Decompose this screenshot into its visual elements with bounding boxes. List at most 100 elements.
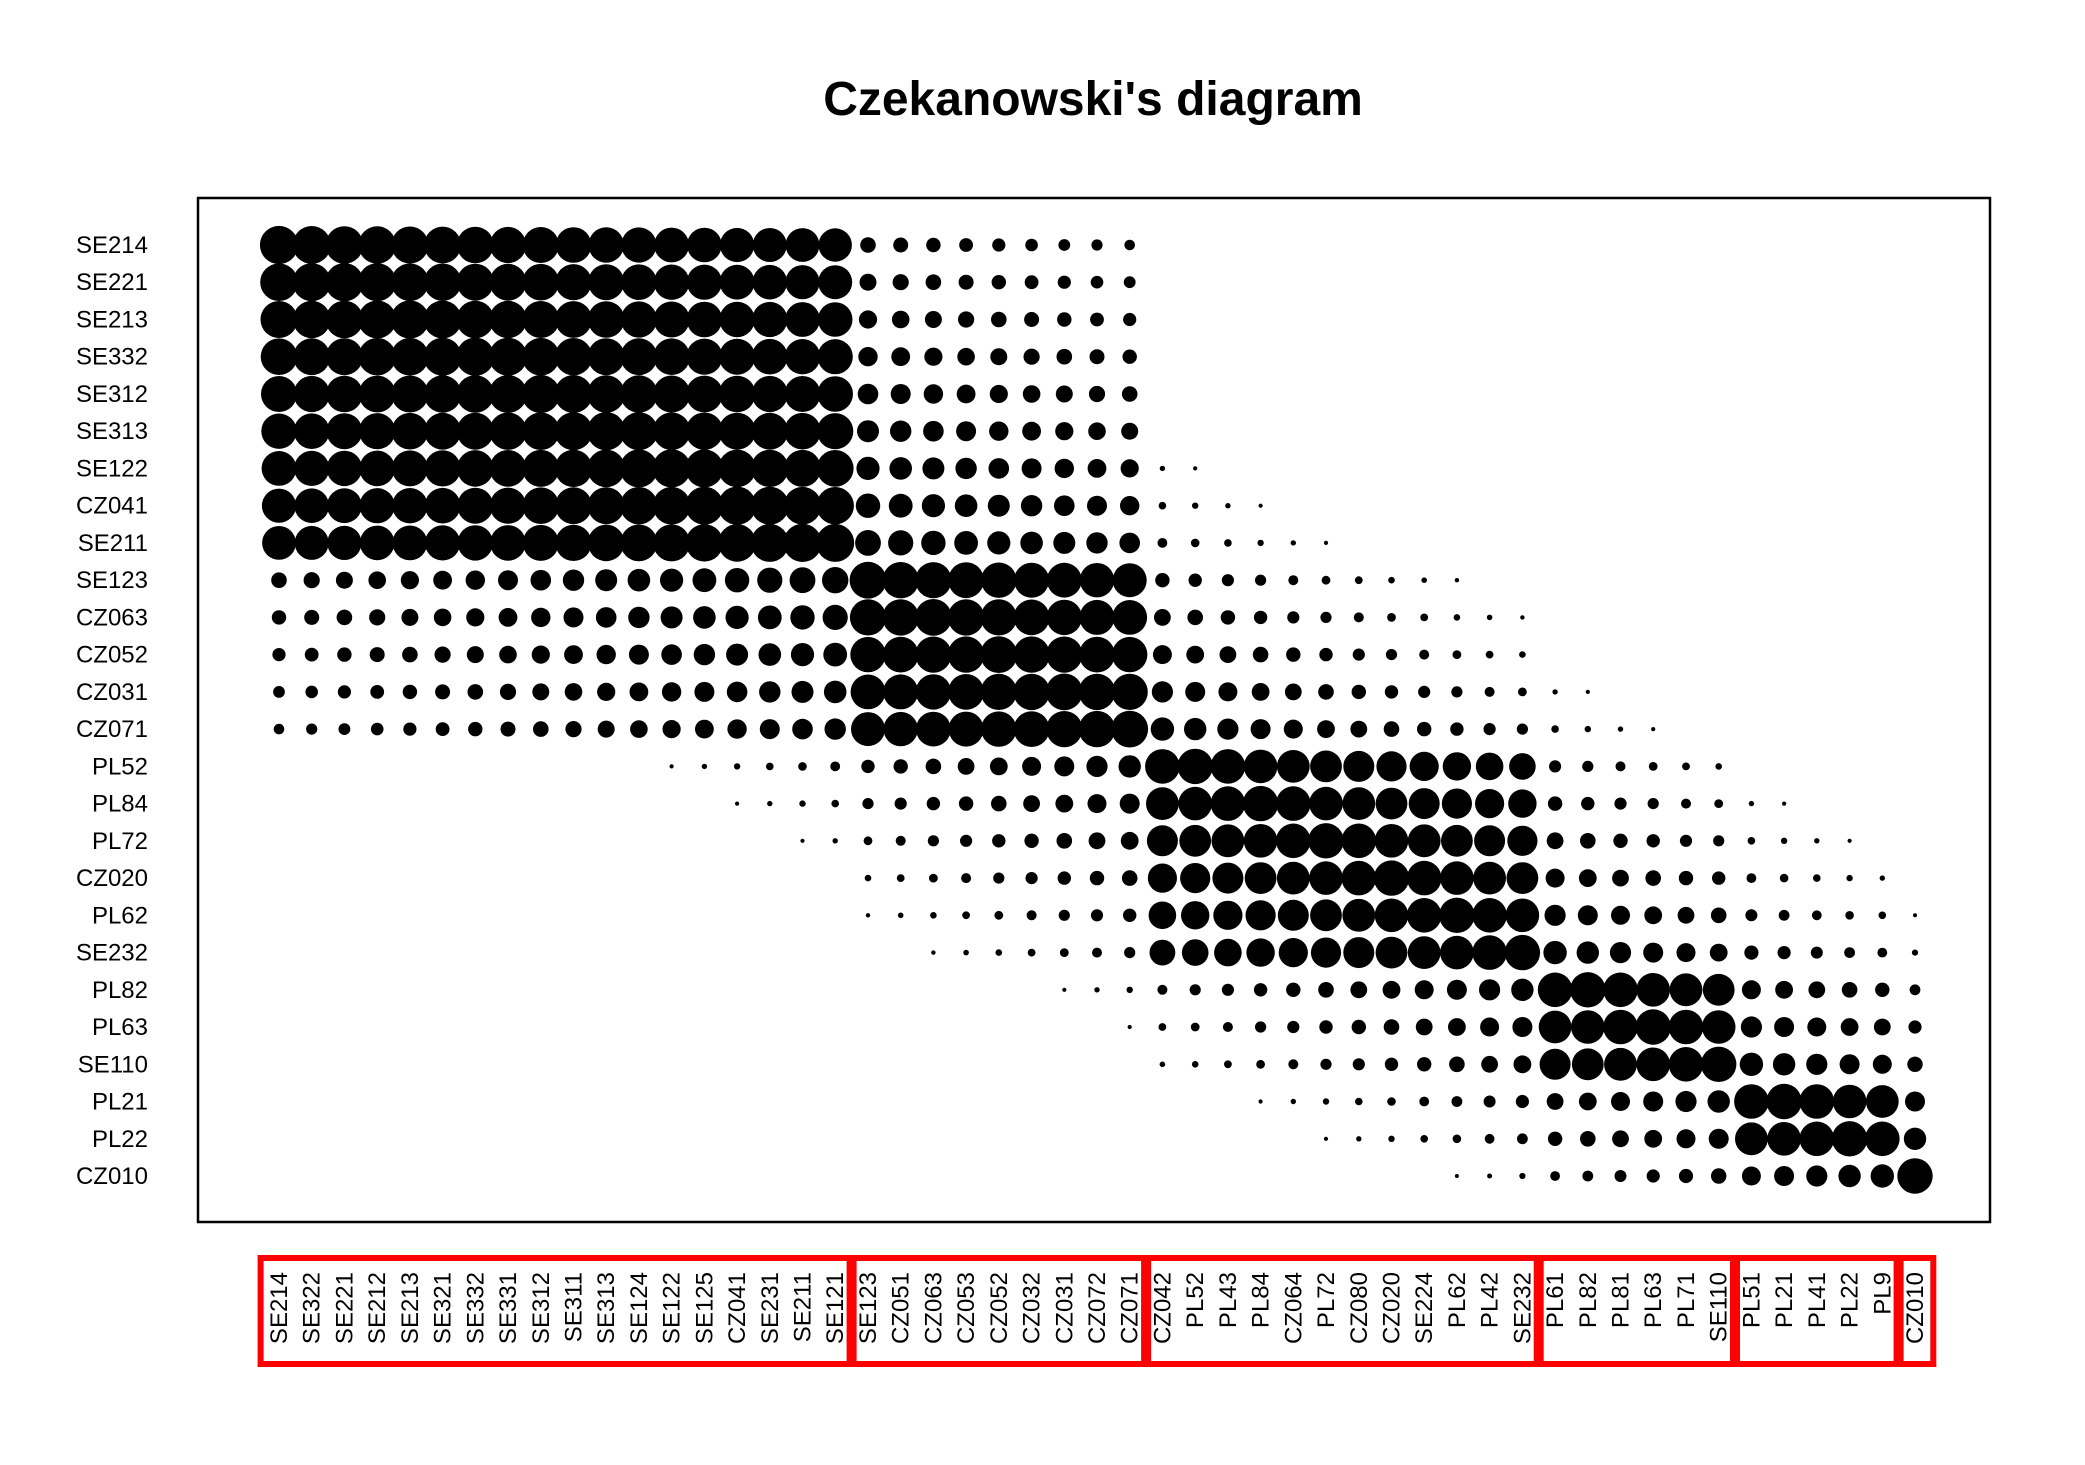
dot-CZ031-PL72 — [1318, 684, 1334, 700]
dot-CZ071-SE123 — [851, 712, 885, 747]
col-label-CZ080: CZ080 — [1346, 1272, 1373, 1344]
dot-PL72-SE110 — [1713, 835, 1725, 847]
dot-SE213-SE122 — [653, 301, 690, 338]
dot-CZ052-CZ064 — [1286, 647, 1301, 662]
dot-PL52-PL84 — [1243, 749, 1278, 784]
dot-PL62-CZ020 — [1374, 898, 1409, 933]
dot-PL72-SE123 — [863, 836, 873, 846]
dot-PL21-PL42 — [1483, 1095, 1496, 1108]
dot-CZ052-CZ072 — [1079, 636, 1115, 673]
dot-PL63-PL52 — [1190, 1022, 1200, 1032]
dot-SE211-CZ031 — [1053, 531, 1076, 554]
dot-CZ052-PL42 — [1485, 650, 1494, 659]
dot-PL72-PL51 — [1747, 837, 1756, 845]
col-label-SE122: SE122 — [659, 1272, 686, 1344]
dot-CZ031-CZ031 — [1045, 673, 1083, 711]
dot-SE122-SE311 — [554, 449, 593, 488]
dot-SE214-SE311 — [555, 227, 592, 263]
dot-PL52-CZ020 — [1376, 751, 1407, 782]
dot-PL84-CZ053 — [958, 796, 974, 811]
dot-CZ041-SE313 — [587, 487, 625, 525]
dot-SE332-SE332 — [456, 337, 495, 376]
dot-PL52-CZ064 — [1276, 750, 1310, 783]
dot-SE232-PL22 — [1844, 947, 1855, 958]
dot-CZ063-CZ052 — [980, 599, 1017, 636]
dot-SE214-SE221 — [325, 226, 364, 264]
dot-CZ063-PL42 — [1486, 614, 1493, 621]
dot-SE312-SE312 — [521, 374, 560, 414]
dot-SE211-SE122 — [653, 524, 691, 562]
dot-CZ052-SE313 — [596, 644, 616, 665]
dot-PL84-SE110 — [1714, 799, 1724, 808]
col-label-SE322: SE322 — [299, 1272, 326, 1344]
dot-SE110-PL63 — [1636, 1047, 1670, 1082]
column-labels: SE214 SE322 SE221 SE212 SE213 SE321 SE332 SE331… — [266, 1272, 1929, 1344]
dot-PL52-SE122 — [669, 764, 674, 769]
dot-PL62-CZ032 — [1026, 910, 1037, 921]
dot-SE221-CZ071 — [1123, 276, 1136, 289]
dot-SE221-SE211 — [785, 265, 820, 300]
dot-PL21-PL63 — [1643, 1091, 1664, 1112]
col-label-PL82: PL82 — [1575, 1272, 1602, 1328]
dot-CZ041-CZ052 — [987, 494, 1010, 517]
dot-SE312-SE322 — [293, 375, 330, 413]
dot-SE211-SE213 — [392, 525, 428, 561]
dot-SE122-CZ072 — [1087, 459, 1107, 478]
dot-SE313-SE214 — [261, 413, 297, 449]
dot-SE123-SE212 — [368, 571, 387, 589]
dot-PL52-CZ072 — [1086, 755, 1108, 778]
dot-PL63-PL71 — [1668, 1009, 1704, 1045]
dot-CZ031-SE121 — [823, 680, 847, 704]
col-label-CZ064: CZ064 — [1280, 1272, 1307, 1344]
dot-CZ071-SE312 — [533, 721, 549, 737]
dot-PL82-PL51 — [1741, 980, 1761, 1000]
dot-CZ071-SE232 — [1516, 723, 1528, 735]
dot-PL52-CZ042 — [1145, 749, 1180, 784]
dot-PL62-PL84 — [1245, 900, 1276, 931]
dot-CZ052-CZ020 — [1385, 649, 1398, 661]
dot-PL63-CZ020 — [1383, 1019, 1400, 1035]
dot-PL62-PL21 — [1778, 909, 1790, 921]
dot-PL62-SE123 — [865, 913, 871, 918]
dot-CZ031-SE221 — [337, 685, 351, 699]
dot-SE221-SE123 — [859, 273, 877, 291]
dot-SE213-SE332 — [456, 300, 495, 339]
col-label-PL72: PL72 — [1313, 1272, 1340, 1328]
dot-SE214-CZ072 — [1091, 239, 1103, 251]
dot-PL21-PL82 — [1578, 1092, 1597, 1111]
dot-CZ052-CZ051 — [882, 636, 919, 673]
col-label-CZ063: CZ063 — [920, 1272, 947, 1344]
dot-SE122-SE123 — [856, 456, 880, 480]
dot-PL82-CZ020 — [1382, 980, 1401, 999]
dot-SE221-SE321 — [423, 263, 462, 301]
dot-CZ071-SE313 — [597, 720, 615, 738]
dot-CZ031-SE124 — [629, 682, 649, 702]
dot-SE110-PL22 — [1839, 1054, 1860, 1075]
dot-SE332-SE124 — [620, 338, 658, 376]
dot-SE110-PL52 — [1191, 1061, 1199, 1068]
dot-PL52-PL72 — [1310, 750, 1342, 783]
dot-PL62-CZ052 — [994, 910, 1004, 920]
dot-PL52-SE123 — [861, 759, 875, 774]
dot-PL21-PL22 — [1832, 1084, 1867, 1119]
row-label-PL63: PL63 — [92, 1014, 148, 1041]
dot-PL62-SE232 — [1505, 898, 1540, 933]
dot-PL62-PL52 — [1181, 901, 1210, 930]
dot-SE211-CZ051 — [888, 530, 914, 556]
dot-SE122-SE214 — [261, 451, 297, 486]
dot-SE232-SE224 — [1407, 936, 1441, 969]
dot-SE214-SE321 — [424, 226, 461, 264]
dot-SE213-SE125 — [686, 301, 723, 338]
dot-PL52-SE110 — [1715, 763, 1722, 770]
dot-SE312-CZ032 — [1022, 385, 1041, 403]
dot-SE211-PL43 — [1224, 539, 1232, 547]
dot-SE332-SE311 — [554, 338, 593, 376]
dot-SE214-SE213 — [391, 226, 429, 264]
dot-SE232-CZ080 — [1343, 937, 1375, 969]
dot-SE312-SE311 — [554, 375, 593, 413]
dot-SE211-SE221 — [327, 525, 362, 561]
dot-PL22-PL62 — [1452, 1134, 1462, 1144]
dot-SE232-CZ053 — [963, 949, 969, 956]
dot-SE123-CZ080 — [1354, 576, 1363, 585]
dot-SE312-CZ041 — [718, 375, 756, 413]
